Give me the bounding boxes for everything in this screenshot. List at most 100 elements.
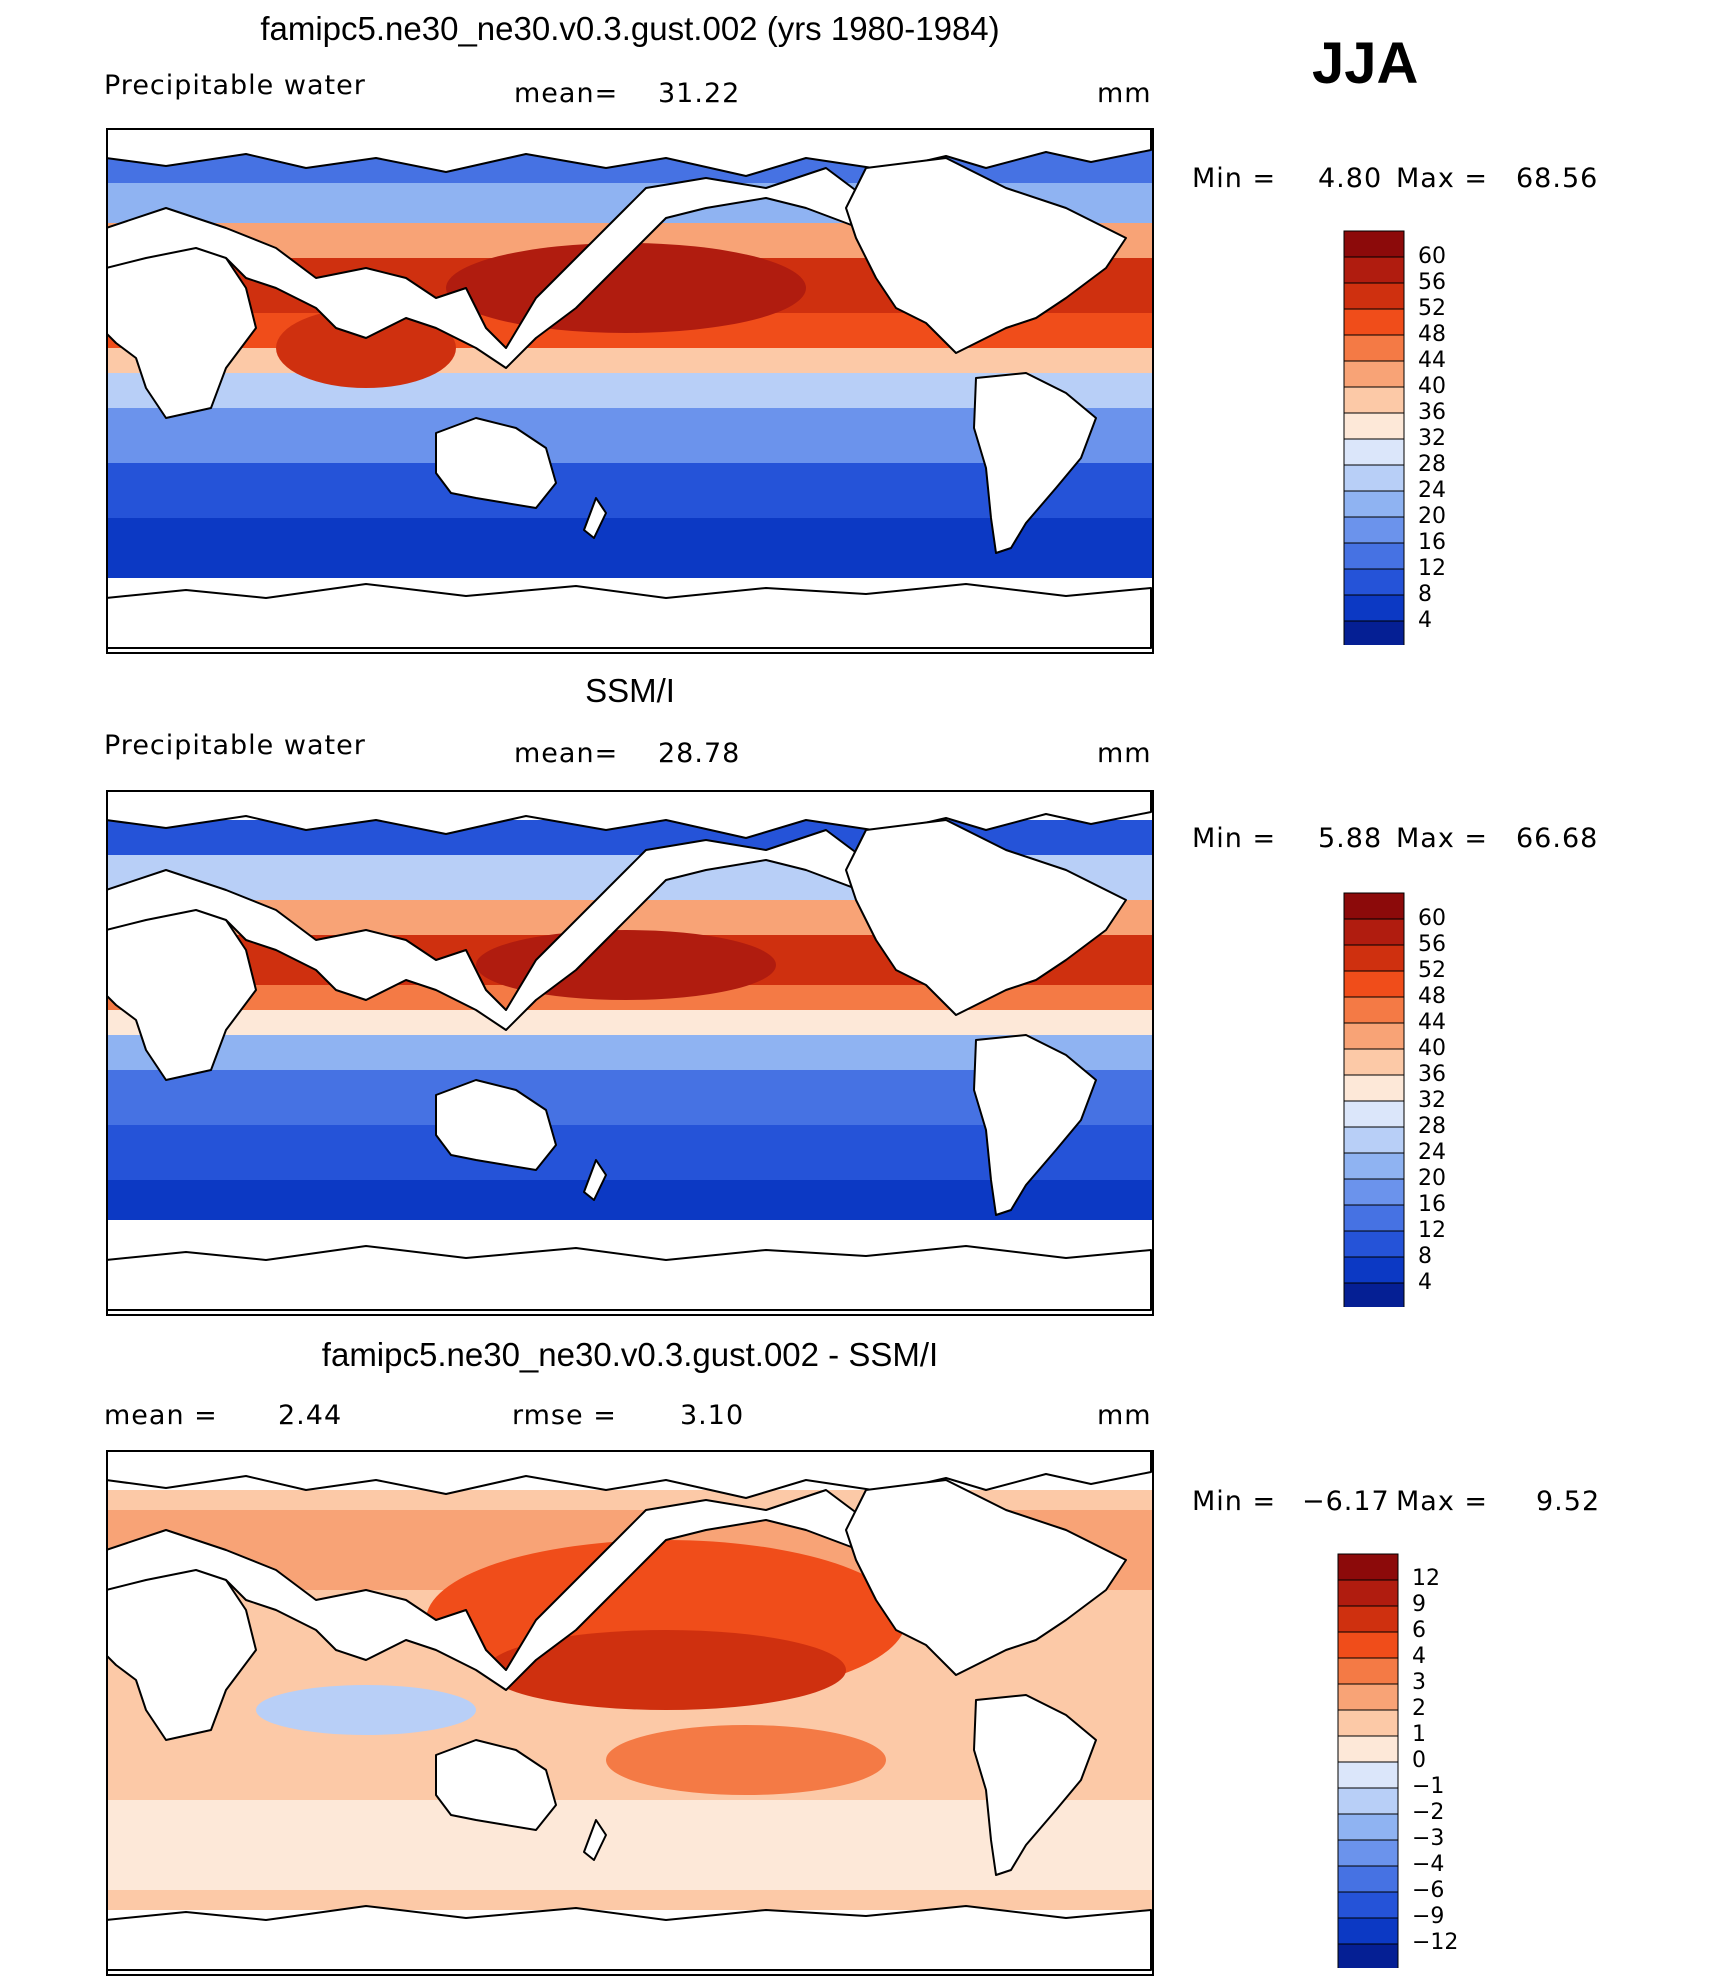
colorbar-tick: 52	[1418, 958, 1446, 983]
colorbar-swatch	[1343, 1282, 1405, 1307]
colorbar-tick: 24	[1418, 1140, 1446, 1165]
colorbar-swatch	[1343, 412, 1405, 440]
panel-title-model: famipc5.ne30_ne30.v0.3.gust.002 (yrs 198…	[260, 10, 1000, 47]
colorbar-swatch	[1337, 1865, 1399, 1893]
colorbar-swatch	[1337, 1761, 1399, 1789]
rmse-label-diff: rmse =	[512, 1400, 617, 1431]
colorbar-swatch	[1343, 230, 1405, 258]
colorbar-swatch	[1337, 1943, 1399, 1968]
colorbar-swatch	[1343, 1022, 1405, 1050]
colorbar-model	[1343, 230, 1405, 645]
colorbar-swatch	[1337, 1579, 1399, 1607]
colorbar-swatch	[1343, 334, 1405, 362]
units-label-obs: mm	[1097, 738, 1152, 769]
colorbar-tick: 36	[1418, 400, 1446, 425]
map-obs	[106, 790, 1154, 1316]
colorbar-swatch	[1343, 996, 1405, 1024]
colorbar-tick: 28	[1418, 452, 1446, 477]
colorbar-tick: 56	[1418, 270, 1446, 295]
units-label-diff: mm	[1097, 1400, 1152, 1431]
colorbar-swatch	[1343, 438, 1405, 466]
panel-title-obs: SSM/I	[585, 672, 675, 709]
rmse-value-diff: 3.10	[680, 1400, 745, 1431]
colorbar-swatch	[1337, 1605, 1399, 1633]
colorbar-swatch	[1343, 464, 1405, 492]
colorbar-tick: 20	[1418, 504, 1446, 529]
colorbar-swatch	[1343, 944, 1405, 972]
min-value-diff: −6.17	[1302, 1486, 1390, 1517]
colorbar-tick: 8	[1418, 582, 1432, 607]
mean-label-obs: mean=	[514, 738, 619, 769]
season-label: JJA	[1312, 31, 1419, 96]
colorbar-tick: 1	[1412, 1722, 1426, 1747]
colorbar-swatch	[1343, 1074, 1405, 1102]
colorbar-swatch	[1337, 1631, 1399, 1659]
colorbar-swatch	[1343, 568, 1405, 596]
colorbar-swatch	[1337, 1735, 1399, 1763]
max-label-model: Max =	[1396, 163, 1489, 194]
colorbar-tick: −1	[1412, 1774, 1445, 1799]
colorbar-swatch	[1343, 1230, 1405, 1258]
colorbar-swatch	[1343, 1152, 1405, 1180]
mean-label-diff: mean =	[104, 1400, 218, 1431]
colorbar-swatch	[1343, 256, 1405, 284]
colorbar-tick: 32	[1418, 426, 1446, 451]
colorbar-swatch	[1343, 1204, 1405, 1232]
max-label-diff: Max =	[1396, 1486, 1489, 1517]
colorbar-tick: 60	[1418, 906, 1446, 931]
colorbar-swatch	[1337, 1553, 1399, 1581]
colorbar-tick: 36	[1418, 1062, 1446, 1087]
colorbar-tick: 32	[1418, 1088, 1446, 1113]
colorbar-tick: 52	[1418, 296, 1446, 321]
colorbar-swatch	[1343, 620, 1405, 645]
colorbar-ticks-model: 60 56 52 48 44 40 36 32 28 24 20 16 12 8…	[1418, 244, 1478, 634]
colorbar-tick: 40	[1418, 374, 1446, 399]
colorbar-tick: −4	[1412, 1852, 1445, 1877]
colorbar-tick: 24	[1418, 478, 1446, 503]
mean-label-model: mean=	[514, 78, 619, 109]
colorbar-tick: 60	[1418, 244, 1446, 269]
variable-label-obs: Precipitable water	[104, 730, 366, 761]
colorbar-tick: −12	[1412, 1930, 1459, 1955]
colorbar-tick: 6	[1412, 1618, 1426, 1643]
colorbar-tick: 48	[1418, 984, 1446, 1009]
colorbar-tick: 44	[1418, 1010, 1446, 1035]
colorbar-tick: 20	[1418, 1166, 1446, 1191]
colorbar-swatch	[1343, 516, 1405, 544]
colorbar-tick: 8	[1418, 1244, 1432, 1269]
colorbar-swatch	[1343, 892, 1405, 920]
colorbar-tick: 12	[1418, 556, 1446, 581]
colorbar-ticks-obs: 60 56 52 48 44 40 36 32 28 24 20 16 12 8…	[1418, 906, 1478, 1296]
colorbar-swatch	[1343, 386, 1405, 414]
colorbar-tick: −2	[1412, 1800, 1445, 1825]
colorbar-tick: 4	[1412, 1644, 1426, 1669]
colorbar-tick: 44	[1418, 348, 1446, 373]
min-label-obs: Min =	[1192, 823, 1277, 854]
map-model	[106, 128, 1154, 654]
max-value-obs: 66.68	[1516, 823, 1599, 854]
colorbar-tick: 4	[1418, 1270, 1432, 1295]
colorbar-tick: 28	[1418, 1114, 1446, 1139]
colorbar-tick: 56	[1418, 932, 1446, 957]
units-label-model: mm	[1097, 78, 1152, 109]
colorbar-swatch	[1337, 1709, 1399, 1737]
colorbar-tick: 0	[1412, 1748, 1426, 1773]
colorbar-swatch	[1343, 1048, 1405, 1076]
colorbar-obs	[1343, 892, 1405, 1307]
colorbar-swatch	[1343, 282, 1405, 310]
colorbar-tick: 2	[1412, 1696, 1426, 1721]
colorbar-swatch	[1337, 1891, 1399, 1919]
colorbar-tick: 9	[1412, 1592, 1426, 1617]
colorbar-swatch	[1343, 918, 1405, 946]
max-value-model: 68.56	[1516, 163, 1599, 194]
colorbar-tick: 16	[1418, 1192, 1446, 1217]
colorbar-swatch	[1343, 360, 1405, 388]
colorbar-swatch	[1343, 1256, 1405, 1284]
mean-value-diff: 2.44	[278, 1400, 343, 1431]
min-value-model: 4.80	[1318, 163, 1383, 194]
colorbar-tick: −9	[1412, 1904, 1445, 1929]
colorbar-swatch	[1343, 1100, 1405, 1128]
colorbar-swatch	[1343, 970, 1405, 998]
colorbar-swatch	[1343, 1126, 1405, 1154]
colorbar-ticks-diff: 12 9 6 4 3 2 1 0 −1 −2 −3 −4 −6 −9 −12	[1412, 1566, 1472, 1956]
